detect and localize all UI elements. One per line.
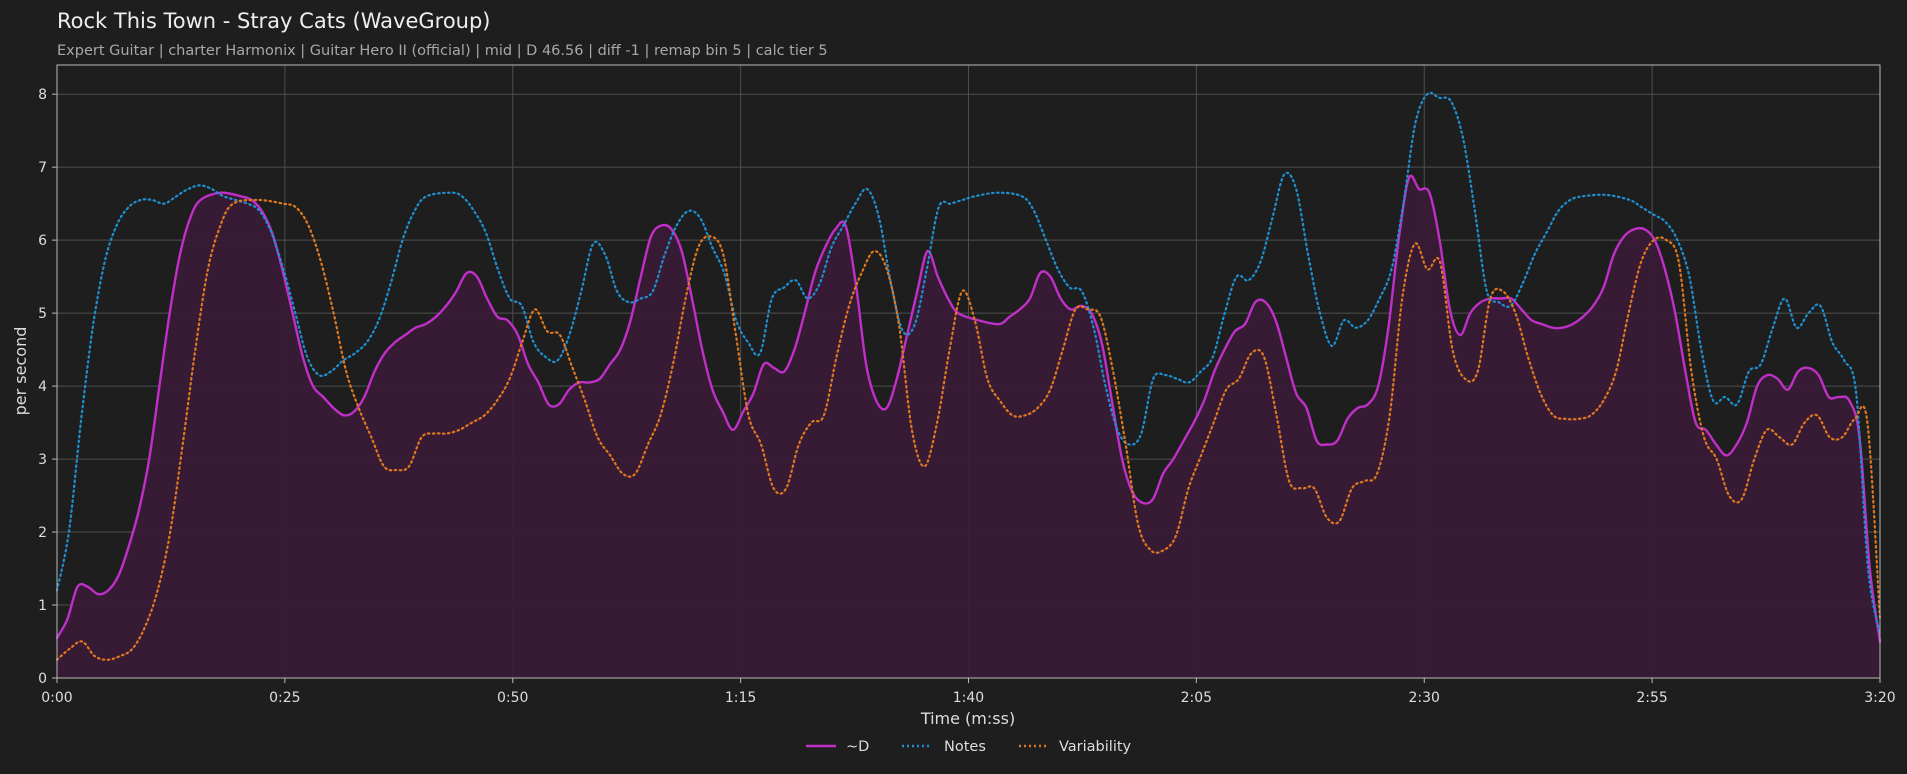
y-tick-label: 0 (38, 671, 47, 687)
y-tick-label: 4 (38, 379, 47, 395)
x-tick-label: 1:40 (953, 690, 984, 706)
y-tick-label: 1 (38, 598, 47, 614)
chart-title: Rock This Town - Stray Cats (WaveGroup) (57, 9, 491, 33)
series-line-variability (55, 198, 1882, 661)
series-line-notes (55, 91, 1882, 636)
y-axis-label: per second (11, 327, 30, 416)
x-tick-label: 3:20 (1864, 690, 1895, 706)
x-tick-label: 2:55 (1636, 690, 1667, 706)
x-tick-label: 0:25 (269, 690, 300, 706)
x-tick-label: 2:05 (1181, 690, 1212, 706)
series-layer (55, 91, 1882, 679)
x-tick-label: 0:00 (41, 690, 72, 706)
y-tick-label: 2 (38, 525, 47, 541)
legend-label-d: ~D (846, 739, 869, 755)
tick-layer: 0 1 2 3 4 5 6 7 8 0:00 0:25 0:50 1:15 1:40 2:05 2:30 2:5… (38, 87, 1896, 706)
y-tick-label: 3 (38, 452, 47, 468)
legend-label-notes: Notes (944, 739, 986, 755)
series-line-d (55, 174, 1882, 643)
series-area-d (57, 175, 1880, 679)
y-tick-label: 8 (38, 87, 47, 103)
x-tick-label: 1:15 (725, 690, 756, 706)
legend-label-variability: Variability (1059, 739, 1132, 755)
y-tick-label: 7 (38, 160, 47, 176)
y-tick-label: 6 (38, 233, 47, 249)
legend: ~D Notes Variability (806, 739, 1132, 755)
x-tick-label: 2:30 (1409, 690, 1440, 706)
y-tick-label: 5 (38, 306, 47, 322)
chart-subtitle: Expert Guitar | charter Harmonix | Guita… (57, 43, 828, 59)
x-tick-label: 0:50 (497, 690, 528, 706)
x-axis-label: Time (m:ss) (920, 709, 1015, 728)
